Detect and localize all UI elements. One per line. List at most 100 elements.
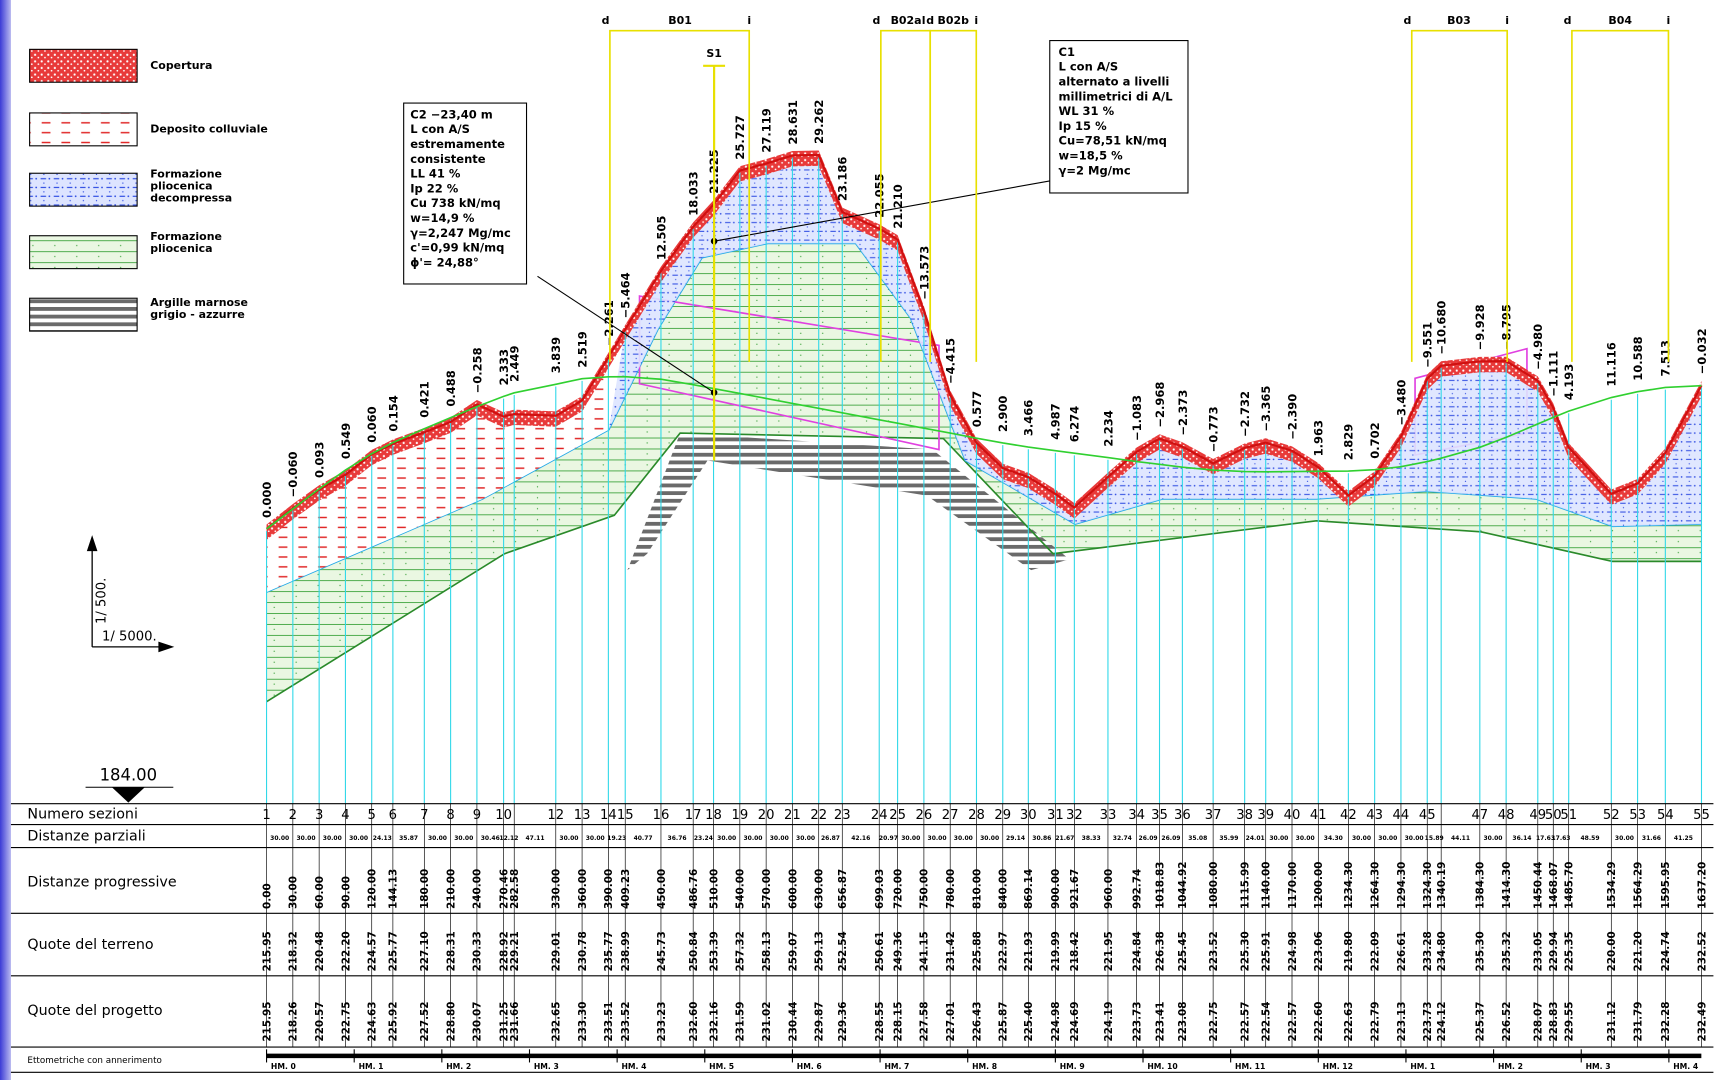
progressive-value: 1534.29 <box>1606 862 1618 909</box>
section-number: 41 <box>1310 808 1327 823</box>
cut-fill-label: −3.480 <box>1394 380 1408 426</box>
project-value: 230.07 <box>472 1001 484 1041</box>
note-line: γ=2,247 Mg/mc <box>410 226 511 240</box>
partial-distance: 23.24 <box>694 835 713 842</box>
sample-label: S1 <box>706 47 722 60</box>
note-line: Cu 738 kN/mq <box>410 196 500 210</box>
terrain-value: 259.07 <box>787 931 799 971</box>
project-value: 231.12 <box>1606 1001 1618 1041</box>
cut-fill-label: 29.262 <box>812 100 826 144</box>
project-value: 222.63 <box>1343 1001 1355 1041</box>
hm-label: HM. 3 <box>534 1062 559 1071</box>
progressive-value: 540.00 <box>735 869 747 909</box>
section-number: 16 <box>653 808 670 823</box>
terrain-value: 226.61 <box>1396 931 1408 971</box>
terrain-value: 230.78 <box>577 931 589 971</box>
partial-distance: 30.00 <box>1483 835 1502 842</box>
borehole-frame <box>929 29 978 362</box>
terrain-value: 235.30 <box>1475 931 1487 971</box>
progressive-value: 699.03 <box>874 869 886 909</box>
progressive-value: 0.00 <box>261 883 273 909</box>
section-number: 4 <box>341 808 349 823</box>
terrain-value: 225.88 <box>971 931 983 971</box>
partial-distance: 30.00 <box>586 835 605 842</box>
project-value: 224.63 <box>367 1001 379 1041</box>
partial-distance: 30.00 <box>1269 835 1288 842</box>
terrain-value: 221.95 <box>1103 931 1115 971</box>
row-label: Distanze progressive <box>27 875 176 891</box>
cut-fill-label: 2.449 <box>508 345 522 381</box>
section-number: 9 <box>473 808 481 823</box>
note-line: alternato a livelli <box>1059 75 1170 89</box>
section-number: 2 <box>289 808 297 823</box>
progressive-value: 1414.30 <box>1501 862 1513 909</box>
project-value: 227.52 <box>419 1001 431 1041</box>
partial-distance: 30.00 <box>743 835 762 842</box>
cut-fill-label: 12.505 <box>654 216 668 260</box>
terrain-value: 235.77 <box>603 931 615 971</box>
partial-distance: 30.46 <box>481 835 500 842</box>
cut-fill-label: −13.573 <box>917 246 931 300</box>
borehole-name: B04 <box>1608 14 1632 27</box>
hm-label: HM. 1 <box>359 1062 384 1071</box>
progressive-value: 869.14 <box>1023 869 1035 909</box>
partial-distance: 30.00 <box>901 835 920 842</box>
borehole-end: i <box>974 14 978 27</box>
progressive-value: 1564.29 <box>1632 862 1644 909</box>
terrain-value: 241.15 <box>919 931 931 971</box>
progressive-value: 1264.30 <box>1369 862 1381 909</box>
datum-marker <box>111 787 145 803</box>
legend-label: Deposito colluviale <box>150 123 268 136</box>
project-value: 222.54 <box>1261 1001 1273 1041</box>
terrain-value: 232.52 <box>1696 931 1708 971</box>
section-number: 6 <box>389 808 397 823</box>
cut-fill-label: −3.365 <box>1259 386 1273 432</box>
terrain-value: 221.20 <box>1632 931 1644 971</box>
leader-line <box>537 275 715 393</box>
note-line: Ip 15 % <box>1059 119 1108 133</box>
progressive-value: 180.00 <box>419 869 431 909</box>
partial-distance: 30.00 <box>454 835 473 842</box>
terrain-value: 228.31 <box>445 931 457 971</box>
section-number: 25 <box>889 808 906 823</box>
cut-fill-label: 7.513 <box>1659 340 1673 376</box>
partial-distance: 19.23 <box>607 835 626 842</box>
hm-label: HM. 6 <box>797 1062 822 1071</box>
progressive-value: 810.00 <box>971 869 983 909</box>
terrain-value: 218.32 <box>288 931 300 971</box>
cut-fill-label: 2.519 <box>575 331 589 367</box>
terrain-value: 224.74 <box>1660 931 1672 971</box>
partial-distance: 36.14 <box>1512 835 1531 842</box>
project-value: 233.51 <box>603 1001 615 1041</box>
cut-fill-label: −4.980 <box>1531 324 1545 370</box>
project-value: 222.57 <box>1240 1001 1252 1041</box>
section-number: 50 <box>1545 808 1562 823</box>
project-value: 228.07 <box>1533 1001 1545 1041</box>
progressive-value: 1115.99 <box>1240 862 1252 909</box>
cut-fill-label: 21.210 <box>891 184 905 228</box>
section-number: 7 <box>420 808 428 823</box>
project-value: 232.28 <box>1660 1001 1672 1041</box>
section-number: 47 <box>1471 808 1488 823</box>
section-number: 1 <box>262 808 270 823</box>
hm-label: HM. 0 <box>271 1062 296 1071</box>
borehole-frame <box>609 29 751 362</box>
cut-fill-label: 1.963 <box>1312 420 1326 456</box>
cut-fill-label: 25.727 <box>733 115 747 159</box>
partial-distance: 30.00 <box>349 835 368 842</box>
progressive-value: 750.00 <box>919 869 931 909</box>
legend-label: Copertura <box>150 59 212 72</box>
project-value: 231.59 <box>735 1001 747 1041</box>
terrain-value: 235.32 <box>1501 931 1513 971</box>
project-value: 222.79 <box>1369 1001 1381 1041</box>
partial-distance: 48.59 <box>1580 835 1599 842</box>
note-line: L con A/S <box>410 122 470 136</box>
project-value: 224.98 <box>1050 1001 1062 1041</box>
borehole-end: d <box>602 14 610 27</box>
note-line: WL 31 % <box>1059 104 1115 118</box>
project-value: 225.40 <box>1023 1001 1035 1041</box>
partial-distance: 34.30 <box>1324 835 1343 842</box>
progressive-value: 30.00 <box>288 876 300 909</box>
progressive-value: 720.00 <box>892 869 904 909</box>
progressive-value: 360.00 <box>577 869 589 909</box>
